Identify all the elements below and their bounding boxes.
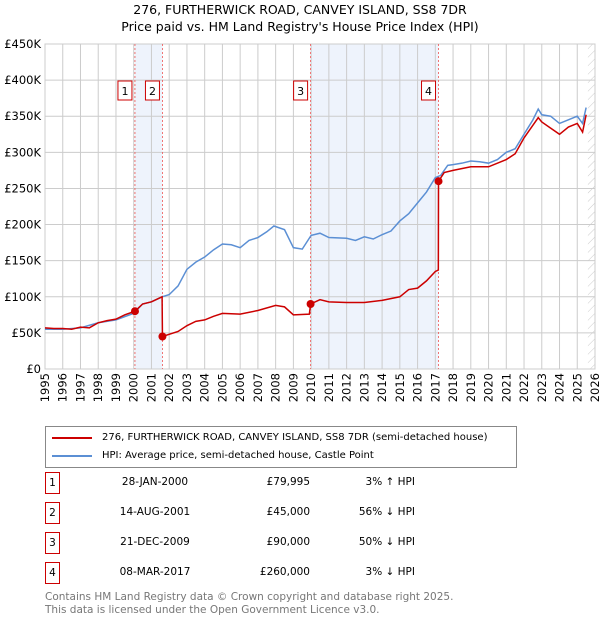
series-line bbox=[45, 107, 587, 331]
sale-date: 28-JAN-2000 bbox=[121, 476, 189, 488]
x-tick-label: 2008 bbox=[269, 373, 283, 402]
x-tick-label: 2011 bbox=[322, 373, 336, 402]
legend-label: HPI: Average price, semi-detached house,… bbox=[102, 450, 374, 461]
sale-price: £260,000 bbox=[259, 566, 310, 578]
sale-label-box bbox=[421, 80, 437, 101]
x-tick-label: 2013 bbox=[357, 373, 371, 402]
sale-label: 3 bbox=[297, 85, 304, 98]
x-tick-label: 2025 bbox=[570, 373, 584, 402]
x-tick-label: 2012 bbox=[340, 373, 354, 402]
y-tick-label: £200K bbox=[4, 218, 41, 232]
shaded-period bbox=[310, 44, 439, 369]
legend-swatch-blue bbox=[52, 454, 92, 457]
sale-label: 4 bbox=[425, 85, 432, 98]
sale-point bbox=[306, 300, 315, 308]
footer: Contains HM Land Registry data © Crown c… bbox=[45, 591, 453, 617]
legend: 276, FURTHERWICK ROAD, CANVEY ISLAND, SS… bbox=[45, 426, 517, 468]
footer-line: This data is licensed under the Open Gov… bbox=[45, 604, 380, 616]
x-tick-label: 1996 bbox=[56, 373, 70, 402]
legend-item-hpi: HPI: Average price, semi-detached house,… bbox=[52, 450, 374, 461]
chart-subtitle: Price paid vs. HM Land Registry's House … bbox=[121, 19, 479, 34]
x-tick-label: 2016 bbox=[411, 373, 425, 402]
x-tick-label: 2004 bbox=[198, 373, 212, 402]
sale-label-box bbox=[293, 80, 309, 101]
x-tick-label: 2026 bbox=[588, 373, 600, 402]
legend-item-property: 276, FURTHERWICK ROAD, CANVEY ISLAND, SS… bbox=[52, 432, 488, 443]
y-tick-label: £50K bbox=[12, 326, 42, 340]
y-tick-label: £0 bbox=[26, 362, 41, 376]
x-tick-label: 2001 bbox=[144, 373, 158, 402]
sale-label-box bbox=[117, 80, 133, 101]
x-tick-label: 2003 bbox=[180, 373, 194, 402]
transaction-row: 2 14-AUG-2001 £45,000 56% ↓ HPI bbox=[45, 502, 445, 524]
x-tick-label: 2021 bbox=[499, 373, 513, 402]
sale-price: £90,000 bbox=[266, 536, 310, 548]
legend-label: 276, FURTHERWICK ROAD, CANVEY ISLAND, SS… bbox=[102, 432, 488, 443]
forecast-hatch bbox=[587, 44, 595, 369]
sale-marker-badge: 1 bbox=[45, 472, 60, 494]
x-tick-label: 2009 bbox=[286, 373, 300, 402]
chart-plot: 1 2 3 4 £0 £50K £100K £150K £200K £250K £300K £350K… bbox=[4, 37, 600, 402]
sale-label: 1 bbox=[121, 85, 128, 98]
sale-date: 14-AUG-2001 bbox=[119, 506, 191, 518]
x-tick-label: 2020 bbox=[482, 373, 496, 402]
hpi-diff: 3% ↓ HPI bbox=[365, 566, 415, 578]
x-tick-label: 2019 bbox=[464, 373, 478, 402]
sale-date: 21-DEC-2009 bbox=[120, 536, 190, 548]
y-tick-label: £350K bbox=[4, 109, 41, 123]
sale-marker-badge: 3 bbox=[45, 532, 60, 554]
x-tick-label: 2010 bbox=[304, 373, 318, 402]
x-tick-label: 1999 bbox=[109, 373, 123, 402]
x-tick-label: 2002 bbox=[162, 373, 176, 402]
plot-border bbox=[44, 43, 596, 370]
y-tick-label: £450K bbox=[4, 37, 41, 51]
legend-swatch-red bbox=[52, 436, 92, 439]
x-tick-label: 2022 bbox=[517, 373, 531, 402]
sale-marker-badge: 4 bbox=[45, 562, 60, 584]
x-tick-label: 1998 bbox=[91, 373, 105, 402]
x-tick-label: 2000 bbox=[127, 373, 141, 402]
x-tick-label: 1995 bbox=[38, 373, 52, 402]
sale-price: £45,000 bbox=[266, 506, 310, 518]
sale-date: 08-MAR-2017 bbox=[119, 566, 191, 578]
sale-point bbox=[130, 307, 139, 316]
x-tick-label: 1997 bbox=[73, 373, 87, 402]
transaction-row: 4 08-MAR-2017 £260,000 3% ↓ HPI bbox=[45, 562, 445, 584]
hpi-diff: 50% ↓ HPI bbox=[358, 536, 415, 548]
x-tick-label: 2017 bbox=[428, 373, 442, 402]
transaction-row: 3 21-DEC-2009 £90,000 50% ↓ HPI bbox=[45, 532, 445, 554]
sale-marker-badge: 2 bbox=[45, 502, 60, 524]
x-tick-label: 2006 bbox=[233, 373, 247, 402]
sale-label-box bbox=[144, 80, 160, 101]
sale-price: £79,995 bbox=[266, 476, 310, 488]
y-tick-label: £300K bbox=[4, 145, 41, 159]
chart-title: 276, FURTHERWICK ROAD, CANVEY ISLAND, SS… bbox=[133, 2, 467, 17]
y-tick-label: £100K bbox=[4, 290, 41, 304]
transaction-row: 1 28-JAN-2000 £79,995 3% ↑ HPI bbox=[45, 472, 445, 494]
x-tick-label: 2015 bbox=[393, 373, 407, 402]
x-tick-label: 2023 bbox=[535, 373, 549, 402]
y-tick-label: £150K bbox=[4, 254, 41, 268]
footer-line: Contains HM Land Registry data © Crown c… bbox=[45, 591, 454, 603]
y-tick-label: £400K bbox=[4, 73, 41, 87]
y-tick-label: £250K bbox=[4, 181, 41, 195]
sale-point bbox=[158, 332, 167, 341]
x-tick-label: 2018 bbox=[446, 373, 460, 402]
hpi-diff: 56% ↓ HPI bbox=[358, 506, 415, 518]
sale-point bbox=[434, 177, 443, 186]
x-tick-label: 2005 bbox=[215, 373, 229, 402]
x-tick-label: 2007 bbox=[251, 373, 265, 402]
hpi-diff: 3% ↑ HPI bbox=[365, 476, 415, 488]
series-line bbox=[44, 114, 587, 338]
x-tick-label: 2024 bbox=[553, 373, 567, 402]
x-tick-label: 2014 bbox=[375, 373, 389, 402]
sale-label: 2 bbox=[149, 85, 156, 98]
